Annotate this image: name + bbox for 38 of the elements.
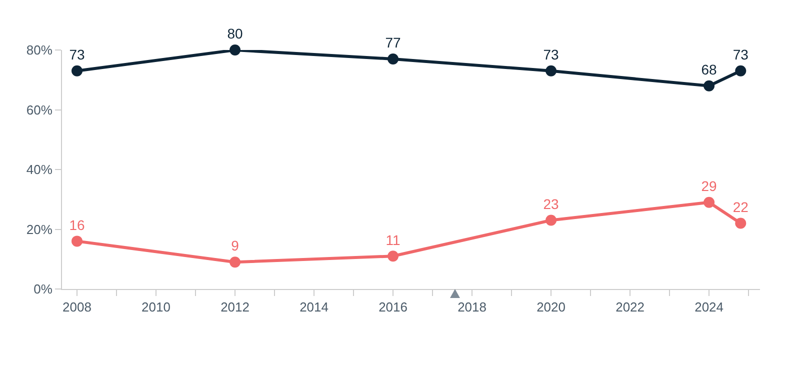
data-label: 68	[701, 61, 718, 78]
point	[388, 250, 399, 262]
data-label: 16	[69, 216, 86, 233]
point	[388, 53, 399, 64]
data-label: 73	[69, 46, 86, 63]
x-tick-label: 2016	[378, 300, 408, 315]
x-tick-label: 2010	[142, 300, 170, 315]
data-label: 22	[732, 198, 749, 215]
data-label: 11	[386, 232, 401, 248]
point	[72, 65, 83, 76]
y-tick-label: 60%	[26, 102, 53, 118]
y-tick-label: 80%	[26, 42, 53, 58]
point	[546, 214, 557, 226]
x-tick-label: 2020	[536, 300, 566, 315]
y-tick-label: 20%	[26, 222, 53, 237]
point	[704, 80, 715, 92]
data-label: 73	[543, 46, 560, 63]
y-tick-label: 40%	[26, 162, 53, 178]
point	[735, 65, 746, 76]
x-tick-label: 2018	[458, 300, 486, 315]
point	[72, 236, 83, 247]
point	[230, 256, 241, 268]
point	[735, 218, 746, 229]
point	[704, 196, 715, 208]
data-label: 23	[543, 196, 560, 212]
data-label: 73	[732, 46, 749, 63]
data-label: 9	[231, 238, 240, 254]
data-label: 29	[701, 178, 718, 194]
x-tick-label: 2012	[220, 300, 250, 315]
x-tick-label: 2024	[694, 300, 724, 315]
point	[230, 44, 241, 56]
data-label: 77	[385, 34, 402, 51]
y-tick-label: 0%	[34, 282, 53, 297]
point	[546, 65, 557, 76]
data-label: 80	[227, 26, 244, 42]
x-tick-label: 2014	[300, 300, 328, 315]
x-tick-label: 2022	[616, 300, 644, 315]
x-tick-label: 2008	[62, 300, 92, 315]
